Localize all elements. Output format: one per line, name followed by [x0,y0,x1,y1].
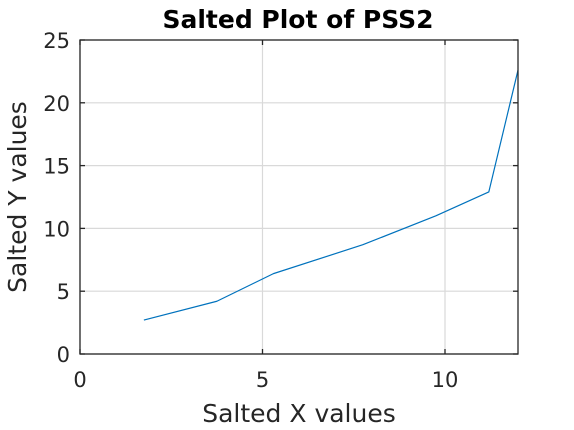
y-tick-label: 0 [57,343,70,367]
y-axis-label: Salted Y values [3,101,32,293]
plot-area [79,39,519,355]
chart-title: Salted Plot of PSS2 [162,5,433,34]
y-tick-label: 10 [43,217,70,241]
x-tick-label: 0 [73,368,86,392]
y-tick-labels: 0 5 10 15 20 25 [43,29,70,367]
x-tick-label: 5 [256,368,269,392]
plot-background [80,40,518,354]
tick-marks [79,39,518,355]
x-tick-labels: 0 5 10 [73,368,458,392]
x-tick-label: 10 [432,368,459,392]
y-tick-label: 20 [43,92,70,116]
y-tick-label: 15 [43,155,70,179]
y-tick-label: 25 [43,29,70,53]
x-axis-label: Salted X values [202,399,396,428]
y-tick-label: 5 [57,280,70,304]
plot-frame [79,39,519,355]
series-layer [143,70,519,321]
series-line-0 [143,70,519,321]
